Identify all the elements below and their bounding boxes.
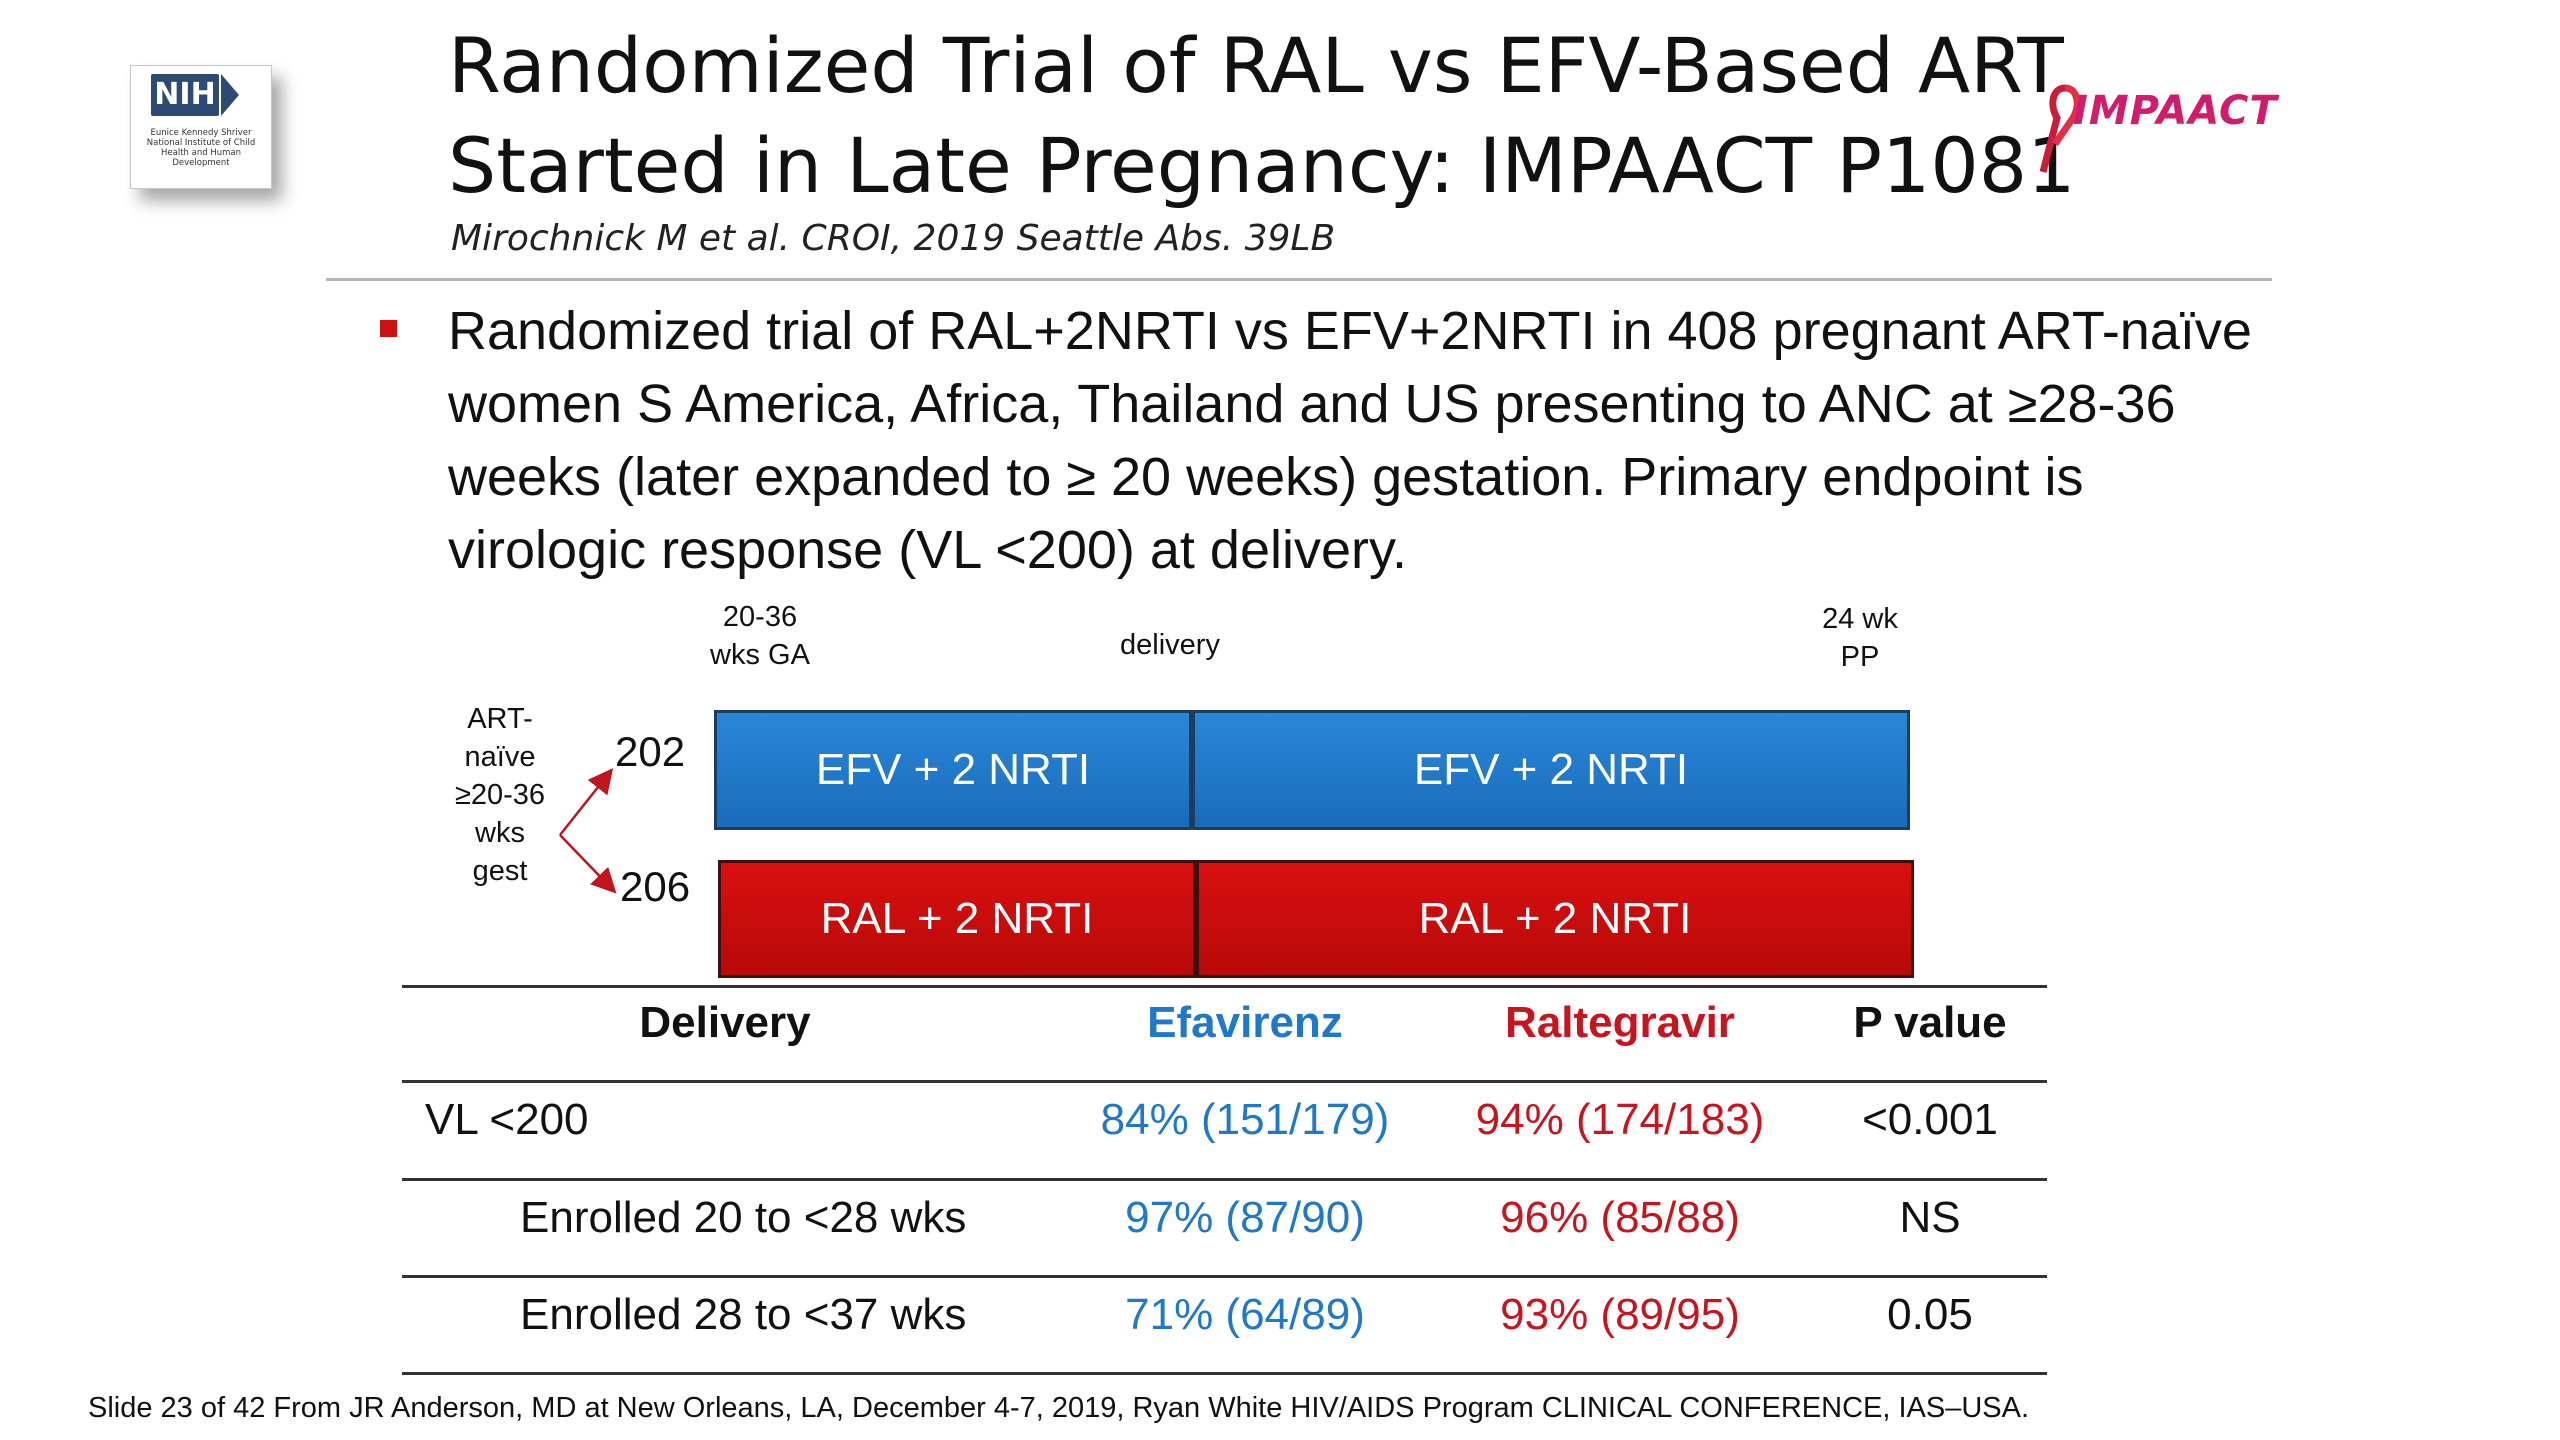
- ral-arm-antepartum-bar: RAL + 2 NRTI: [718, 860, 1196, 978]
- randomization-arrows: [559, 768, 617, 894]
- impaact-logo: IMPAACT: [2035, 80, 2277, 180]
- raltegravir-value: 94% (174/183): [1475, 1095, 1765, 1144]
- header-delivery: Delivery: [639, 998, 811, 1047]
- p-value: NS: [1899, 1193, 1961, 1242]
- bullet-text: Randomized trial of RAL+2NRTI vs EFV+2NR…: [448, 301, 2252, 580]
- impaact-logo-text: IMPAACT: [2073, 88, 2278, 134]
- efv-arm-postpartum-bar: EFV + 2 NRTI: [1192, 710, 1910, 830]
- bullet-marker: [380, 320, 397, 337]
- header-raltegravir: Raltegravir: [1505, 998, 1735, 1047]
- table-row-rule: [402, 1178, 2047, 1181]
- timeline-start-label: 20-36 wks GA: [710, 601, 810, 671]
- header-p-value: P value: [1853, 998, 2007, 1047]
- p-value: <0.001: [1862, 1095, 1998, 1144]
- raltegravir-value: 93% (89/95): [1500, 1290, 1740, 1339]
- title-line-1: Randomized Trial of RAL vs EFV-Based ART: [448, 21, 2064, 110]
- table-row-rule: [402, 1275, 2047, 1278]
- ral-arm-count: 206: [620, 863, 691, 910]
- header-divider: [326, 278, 2272, 281]
- efv-arm-count: 202: [615, 728, 686, 775]
- nih-chevron-icon: [221, 74, 239, 116]
- awareness-ribbon-icon: [2039, 84, 2081, 173]
- ral-arm-postpartum-bar: RAL + 2 NRTI: [1196, 860, 1914, 978]
- table-bottom-rule: [402, 1372, 2047, 1375]
- efavirenz-value: 84% (151/179): [1100, 1095, 1390, 1144]
- efavirenz-value: 97% (87/90): [1125, 1193, 1365, 1242]
- raltegravir-value: 96% (85/88): [1500, 1193, 1740, 1242]
- p-value: 0.05: [1887, 1290, 1973, 1339]
- nih-caption: Eunice Kennedy Shriver National Institut…: [146, 128, 256, 168]
- row-label: Enrolled 20 to <28 wks: [520, 1193, 967, 1242]
- header-efavirenz: Efavirenz: [1147, 998, 1343, 1047]
- row-label: Enrolled 28 to <37 wks: [520, 1290, 967, 1339]
- nih-logo: NIH Eunice Kennedy Shriver National Inst…: [130, 65, 272, 189]
- timeline-end-label: 24 wk PP: [1822, 603, 1898, 673]
- row-label: VL <200: [425, 1095, 589, 1144]
- efavirenz-value: 71% (64/89): [1125, 1290, 1365, 1339]
- table-top-rule: [402, 985, 2047, 988]
- arm-source-label: ART- naïve ≥20-36 wks gest: [454, 703, 546, 887]
- title-line-2: Started in Late Pregnancy: IMPAACT P1081: [448, 121, 2076, 210]
- timeline-delivery-label: delivery: [1120, 629, 1220, 661]
- citation: Mirochnick M et al. CROI, 2019 Seattle A…: [451, 218, 1336, 259]
- slide-title: Randomized Trial of RAL vs EFV-Based ART…: [448, 16, 2076, 216]
- slide-footer: Slide 23 of 42 From JR Anderson, MD at N…: [88, 1392, 2030, 1424]
- table-header-rule: [402, 1080, 2047, 1083]
- nih-badge: NIH: [151, 74, 219, 116]
- efv-arm-antepartum-bar: EFV + 2 NRTI: [714, 710, 1192, 830]
